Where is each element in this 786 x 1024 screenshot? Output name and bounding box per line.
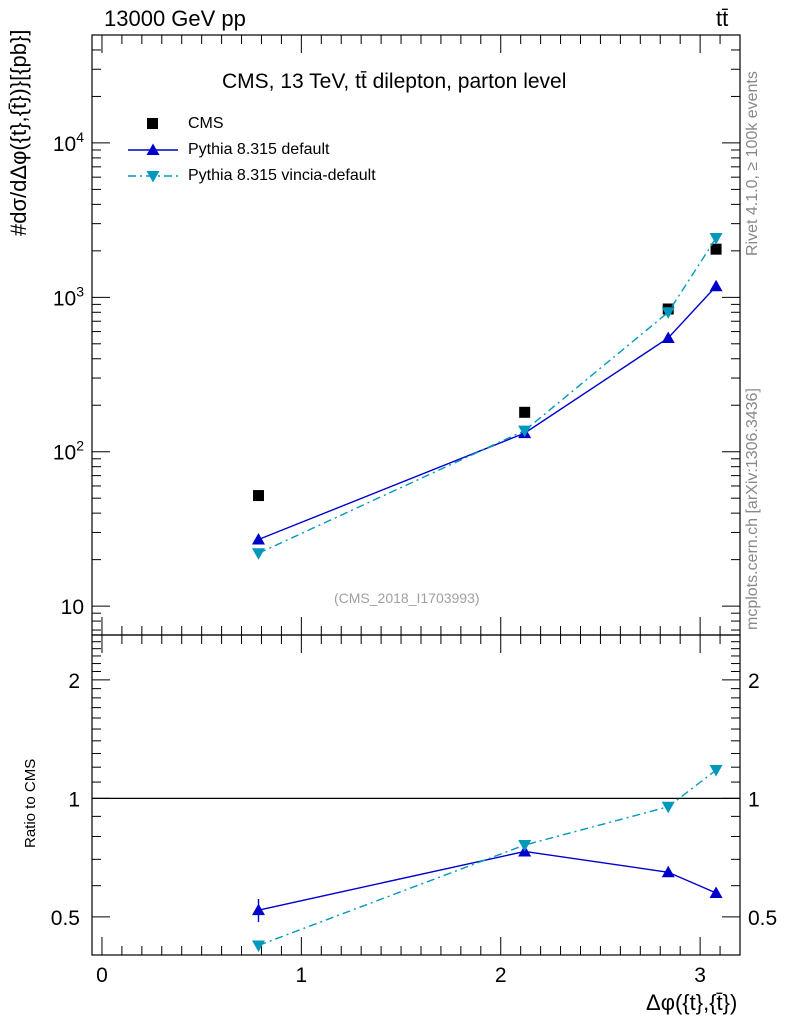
legend-symbols	[128, 118, 178, 183]
ratio-point-vincia	[709, 765, 723, 777]
x-tick-label: 0	[96, 964, 108, 987]
legend-symbol-cms	[147, 118, 158, 129]
x-tick-label: 1	[296, 964, 308, 987]
x-axis-label: Δφ({t},{t̄})	[646, 990, 738, 1015]
ratio-line-default	[258, 850, 717, 911]
main-point-cms	[252, 490, 264, 502]
ratio-point-default	[251, 903, 265, 916]
beam-label: 13000 GeV pp	[104, 6, 246, 31]
axis-ticks	[92, 34, 741, 956]
main-y-tick-label: 104	[53, 129, 84, 156]
mcplots-label: mcplots.cern.ch [arXiv:1306.3436]	[744, 388, 761, 630]
ratio-y-tick-label-right: 2	[748, 670, 760, 693]
ratio-y-tick-label: 0.5	[51, 907, 80, 930]
legend-entry-cms: CMS	[188, 115, 224, 132]
ratio-line-vincia	[258, 769, 717, 947]
ratio-y-tick-label-right: 0.5	[748, 907, 777, 930]
ratio-point-vincia	[661, 801, 675, 814]
main-point-default	[709, 279, 723, 292]
ratio-point-vincia	[251, 940, 265, 952]
main-line-vincia	[258, 237, 717, 554]
analysis-id: (CMS_2018_I1703993)	[334, 590, 480, 606]
main-y-tick-label: 103	[53, 283, 84, 310]
main-y-tick-label: 102	[53, 438, 84, 465]
legend-symbol-vincia	[146, 171, 160, 183]
main-point-vincia	[709, 233, 723, 245]
main-point-vincia	[518, 425, 532, 438]
tick-labels: 0 1 2 3 10 102 103 104 0.5 0.5 1 1 2 2	[51, 129, 777, 987]
main-point-default	[251, 533, 265, 545]
plot-frames	[91, 34, 741, 956]
legend-entry-pythia-default: Pythia 8.315 default	[188, 141, 330, 158]
main-point-vincia	[661, 307, 675, 319]
data-series	[251, 233, 723, 952]
main-point-vincia	[251, 548, 265, 560]
main-line-default	[258, 285, 717, 541]
ratio-plot-frame	[91, 634, 741, 956]
y-axis-label: #dσ/dΔφ({t},{t̄})}[{pb}]	[6, 29, 31, 236]
x-tick-label: 2	[495, 964, 507, 987]
rivet-version-label: Rivet 4.1.0, ≥ 100k events	[744, 71, 761, 256]
legend-entry-pythia-vincia: Pythia 8.315 vincia-default	[188, 167, 376, 184]
ratio-y-tick-label: 2	[68, 670, 80, 693]
ratio-point-vincia	[518, 840, 532, 852]
ratio-point-default	[661, 865, 675, 878]
process-label: tt̄	[716, 6, 729, 31]
main-y-tick-label: 10	[61, 596, 84, 619]
main-point-cms	[519, 406, 531, 418]
ratio-axis-label: Ratio to CMS	[22, 758, 39, 848]
plot-title: CMS, 13 TeV, tt̄ dilepton, parton level	[222, 70, 567, 93]
ratio-y-tick-label: 1	[68, 788, 80, 811]
main-point-default	[661, 331, 675, 344]
x-tick-label: 3	[694, 964, 706, 987]
legend-symbol-default	[146, 143, 160, 155]
ratio-point-default	[709, 886, 723, 898]
main-point-cms	[710, 243, 722, 255]
ratio-y-tick-label-right: 1	[748, 788, 760, 811]
